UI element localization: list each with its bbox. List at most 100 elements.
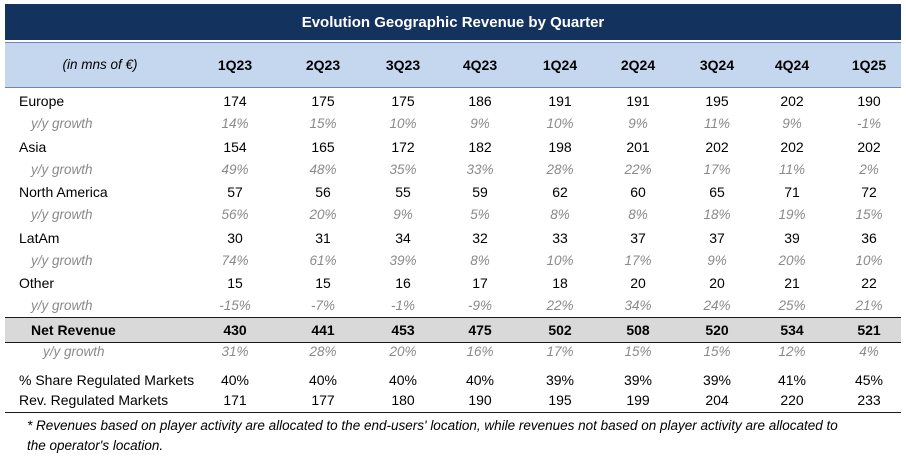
growth-cell: 31% [221, 344, 249, 359]
value-cell: 33 [552, 230, 568, 246]
table-header-row: (in mns of €) 1Q23 2Q23 3Q23 4Q23 1Q24 2Q24 3Q… [5, 42, 901, 88]
growth-row: y/y growth 49% 48% 35% 33% 28% 22% 17% 11% 2% [5, 159, 901, 181]
growth-cell: 22% [546, 298, 574, 313]
row-label: y/y growth [31, 162, 93, 177]
value-cell: 40% [388, 372, 418, 388]
value-cell: 154 [223, 139, 247, 155]
value-cell: 55 [395, 184, 411, 200]
value-cell: 37 [630, 230, 646, 246]
net-revenue-cell: 475 [468, 322, 492, 338]
row-label: y/y growth [31, 207, 93, 222]
growth-row: y/y growth 56% 20% 9% 5% 8% 8% 18% 19% 15% [5, 204, 901, 226]
growth-cell: 9% [470, 116, 490, 131]
value-cell: 59 [472, 184, 488, 200]
value-cell: 71 [784, 184, 800, 200]
growth-cell: 56% [221, 207, 249, 222]
value-cell: 22 [861, 275, 877, 291]
footnote: * Revenues based on player activity are … [27, 418, 838, 453]
value-cell: 202 [857, 139, 881, 155]
row-label: Other [19, 275, 55, 291]
rev-regulated-row: Rev. Regulated Markets 171 177 180 190 195 199… [5, 389, 901, 411]
growth-cell: 21% [855, 298, 883, 313]
growth-cell: 61% [309, 253, 337, 268]
value-cell: 20 [630, 275, 646, 291]
growth-cell: 10% [855, 253, 883, 268]
value-cell: 172 [391, 139, 415, 155]
value-cell: 198 [548, 139, 572, 155]
value-cell: 41% [777, 372, 807, 388]
value-cell: 17 [472, 275, 488, 291]
value-cell: 34 [395, 230, 411, 246]
value-cell: 32 [472, 230, 488, 246]
value-cell: 31 [315, 230, 331, 246]
quarter-header: 2Q24 [620, 57, 656, 73]
growth-cell: -1% [856, 116, 881, 131]
growth-cell: 14% [221, 116, 249, 131]
growth-cell: 35% [389, 162, 417, 177]
value-cell: 233 [857, 392, 881, 408]
value-cell: 39 [784, 230, 800, 246]
quarter-header: 1Q23 [217, 57, 253, 73]
value-cell: 57 [227, 184, 243, 200]
region-row: Other 15 15 16 17 18 20 20 21 22 [5, 272, 901, 294]
table-title: Evolution Geographic Revenue by Quarter [5, 4, 901, 40]
value-cell: 202 [705, 139, 729, 155]
growth-cell: 17% [624, 253, 652, 268]
value-cell: 39% [702, 372, 732, 388]
value-cell: 21 [784, 275, 800, 291]
net-revenue-cell: 534 [780, 322, 804, 338]
growth-cell: 15% [309, 116, 337, 131]
growth-cell: 11% [703, 116, 731, 131]
value-cell: 175 [391, 93, 415, 109]
growth-cell: 15% [855, 207, 883, 222]
net-revenue-cell: 502 [548, 322, 572, 338]
net-revenue-cell: 453 [391, 322, 415, 338]
value-cell: 20 [709, 275, 725, 291]
value-cell: 18 [552, 275, 568, 291]
growth-cell: 33% [466, 162, 494, 177]
growth-cell: 8% [470, 253, 490, 268]
value-cell: 220 [780, 392, 804, 408]
value-cell: 174 [223, 93, 247, 109]
value-cell: 40% [465, 372, 495, 388]
growth-cell: 28% [309, 344, 337, 359]
value-cell: 40% [308, 372, 338, 388]
growth-cell: 17% [546, 344, 574, 359]
growth-cell: 24% [703, 298, 731, 313]
region-row: Asia 154 165 172 182 198 201 202 202 202 [5, 136, 901, 158]
value-cell: 15 [227, 275, 243, 291]
value-cell: 56 [315, 184, 331, 200]
growth-cell: -15% [219, 298, 251, 313]
value-cell: 62 [552, 184, 568, 200]
value-cell: 202 [780, 139, 804, 155]
value-cell: 175 [311, 93, 335, 109]
growth-cell: 8% [628, 207, 648, 222]
region-row: North America 57 56 55 59 62 60 65 71 72 [5, 181, 901, 203]
quarter-header: 1Q25 [851, 57, 887, 73]
value-cell: 65 [709, 184, 725, 200]
value-cell: 16 [395, 275, 411, 291]
growth-cell: 25% [778, 298, 806, 313]
value-cell: 171 [223, 392, 247, 408]
value-cell: 191 [548, 93, 572, 109]
row-label: % Share Regulated Markets [19, 372, 195, 388]
net-revenue-cell: 441 [311, 322, 335, 338]
row-label: y/y growth [43, 344, 105, 359]
growth-cell: 12% [778, 344, 806, 359]
growth-row: y/y growth -15% -7% -1% -9% 22% 34% 24% 25% 21% [5, 295, 901, 317]
value-cell: 195 [548, 392, 572, 408]
growth-cell: -7% [310, 298, 335, 313]
net-revenue-row: Net Revenue 430 441 453 475 502 508 520 534 521 [5, 317, 901, 343]
quarter-header: 1Q24 [542, 57, 578, 73]
value-cell: 202 [780, 93, 804, 109]
growth-cell: 17% [703, 162, 731, 177]
growth-cell: 15% [703, 344, 731, 359]
share-regulated-row: % Share Regulated Markets 40% 40% 40% 40% 39%… [5, 369, 901, 391]
growth-cell: 4% [859, 344, 879, 359]
net-revenue-cell: 521 [857, 322, 881, 338]
value-cell: 204 [705, 392, 729, 408]
quarter-header: 3Q23 [385, 57, 421, 73]
unit-label: (in mns of €) [62, 57, 138, 72]
growth-cell: -9% [467, 298, 492, 313]
growth-cell: -1% [390, 298, 415, 313]
